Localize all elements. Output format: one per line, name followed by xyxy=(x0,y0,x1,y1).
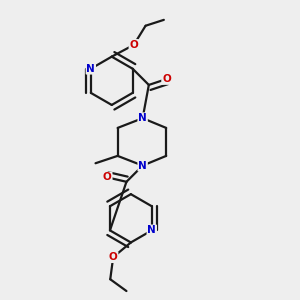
Text: N: N xyxy=(138,160,147,171)
Text: O: O xyxy=(103,172,112,182)
Text: N: N xyxy=(138,113,147,123)
Text: O: O xyxy=(109,252,118,262)
Text: O: O xyxy=(162,74,171,84)
Text: O: O xyxy=(129,40,138,50)
Text: N: N xyxy=(86,64,95,74)
Text: N: N xyxy=(147,225,156,236)
